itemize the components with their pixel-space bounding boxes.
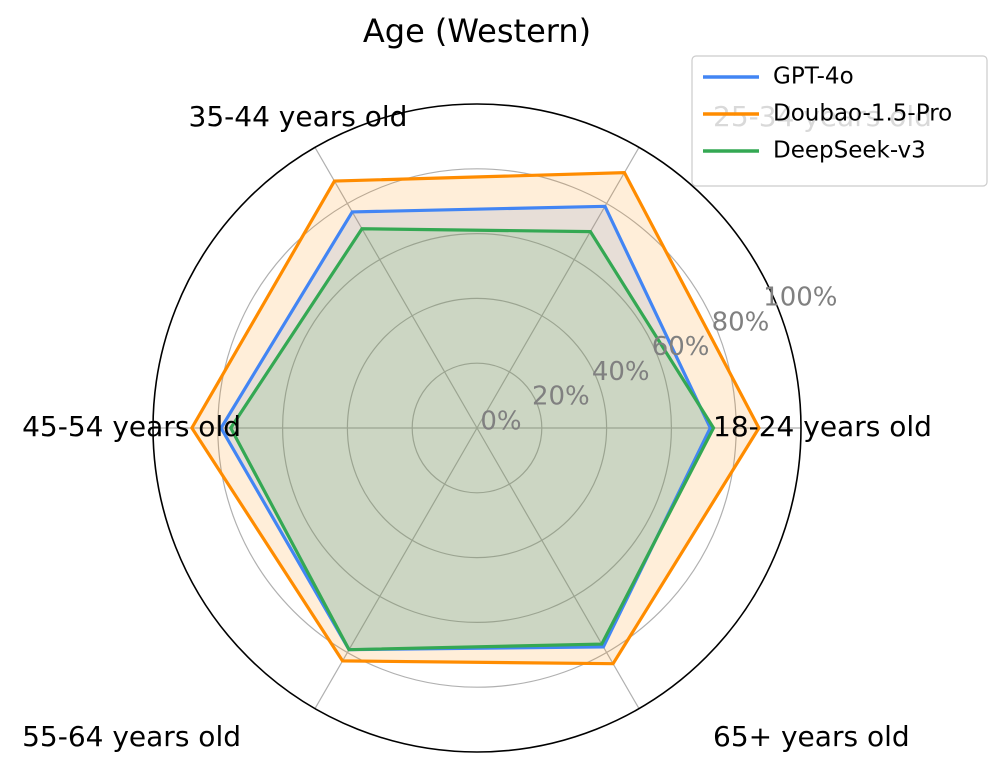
label-layer: 0%20%40%60%80%100%18-24 years old25-34 y…: [22, 100, 932, 753]
spoke-line: [476, 427, 640, 709]
outer-ring: [152, 103, 802, 753]
grid-ring: [217, 168, 737, 688]
category-label: 35-44 years old: [189, 100, 408, 133]
legend-box: [691, 55, 988, 187]
r-tick-label: 60%: [652, 332, 710, 362]
legend: GPT-4o Doubao-1.5-Pro DeepSeek-v3: [691, 55, 988, 187]
series-area: [191, 172, 759, 664]
category-label: 45-54 years old: [22, 410, 241, 443]
legend-label: GPT-4o: [773, 64, 854, 90]
series-area: [221, 206, 711, 650]
spoke-line: [314, 147, 478, 429]
spoke-line: [476, 147, 640, 429]
series-line: [190, 171, 761, 666]
r-tick-label: 0%: [480, 407, 521, 437]
category-label: 65+ years old: [713, 720, 910, 753]
r-tick-label: 100%: [763, 283, 837, 313]
legend-label: Doubao-1.5-Pro: [773, 101, 952, 127]
series-area: [230, 228, 714, 650]
grid-ring: [282, 233, 672, 623]
grid-ring: [346, 297, 608, 559]
grid-ring: [411, 362, 543, 494]
r-tick-label: 40%: [592, 357, 650, 387]
series-line: [219, 204, 713, 652]
legend-label: DeepSeek-v3: [773, 138, 926, 164]
chart-title: Age (Western): [363, 12, 591, 50]
r-tick-label: 80%: [712, 307, 770, 337]
category-label: 18-24 years old: [713, 410, 932, 443]
series-layer: [190, 171, 761, 666]
category-label: 55-64 years old: [22, 720, 241, 753]
r-tick-label: 20%: [532, 382, 590, 412]
grid-layer: [152, 103, 802, 753]
series-line: [228, 227, 716, 652]
